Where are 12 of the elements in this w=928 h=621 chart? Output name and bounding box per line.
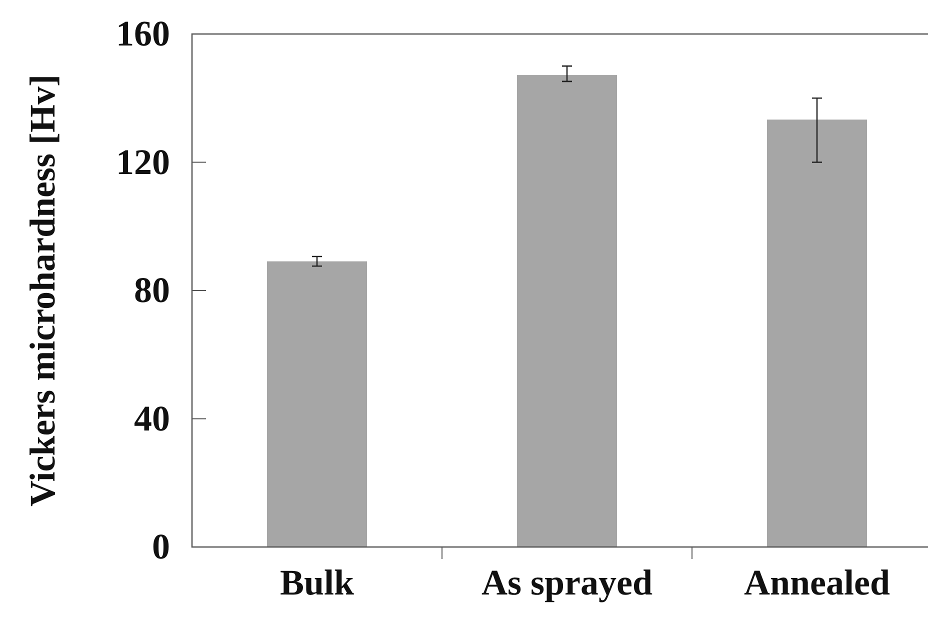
bar [517,75,617,547]
y-tick-label: 0 [152,526,170,567]
y-tick-label: 40 [134,398,170,438]
y-tick-label: 160 [116,14,170,54]
y-tick-label: 80 [134,270,170,310]
bar [767,120,867,547]
bar [267,261,367,547]
x-tick-label: Bulk [280,562,354,603]
x-tick-label: As sprayed [481,562,653,603]
y-axis-title: Vickers microhardness [Hv] [22,74,63,506]
x-tick-label: Annealed [744,562,890,603]
y-tick-label: 120 [116,142,170,182]
